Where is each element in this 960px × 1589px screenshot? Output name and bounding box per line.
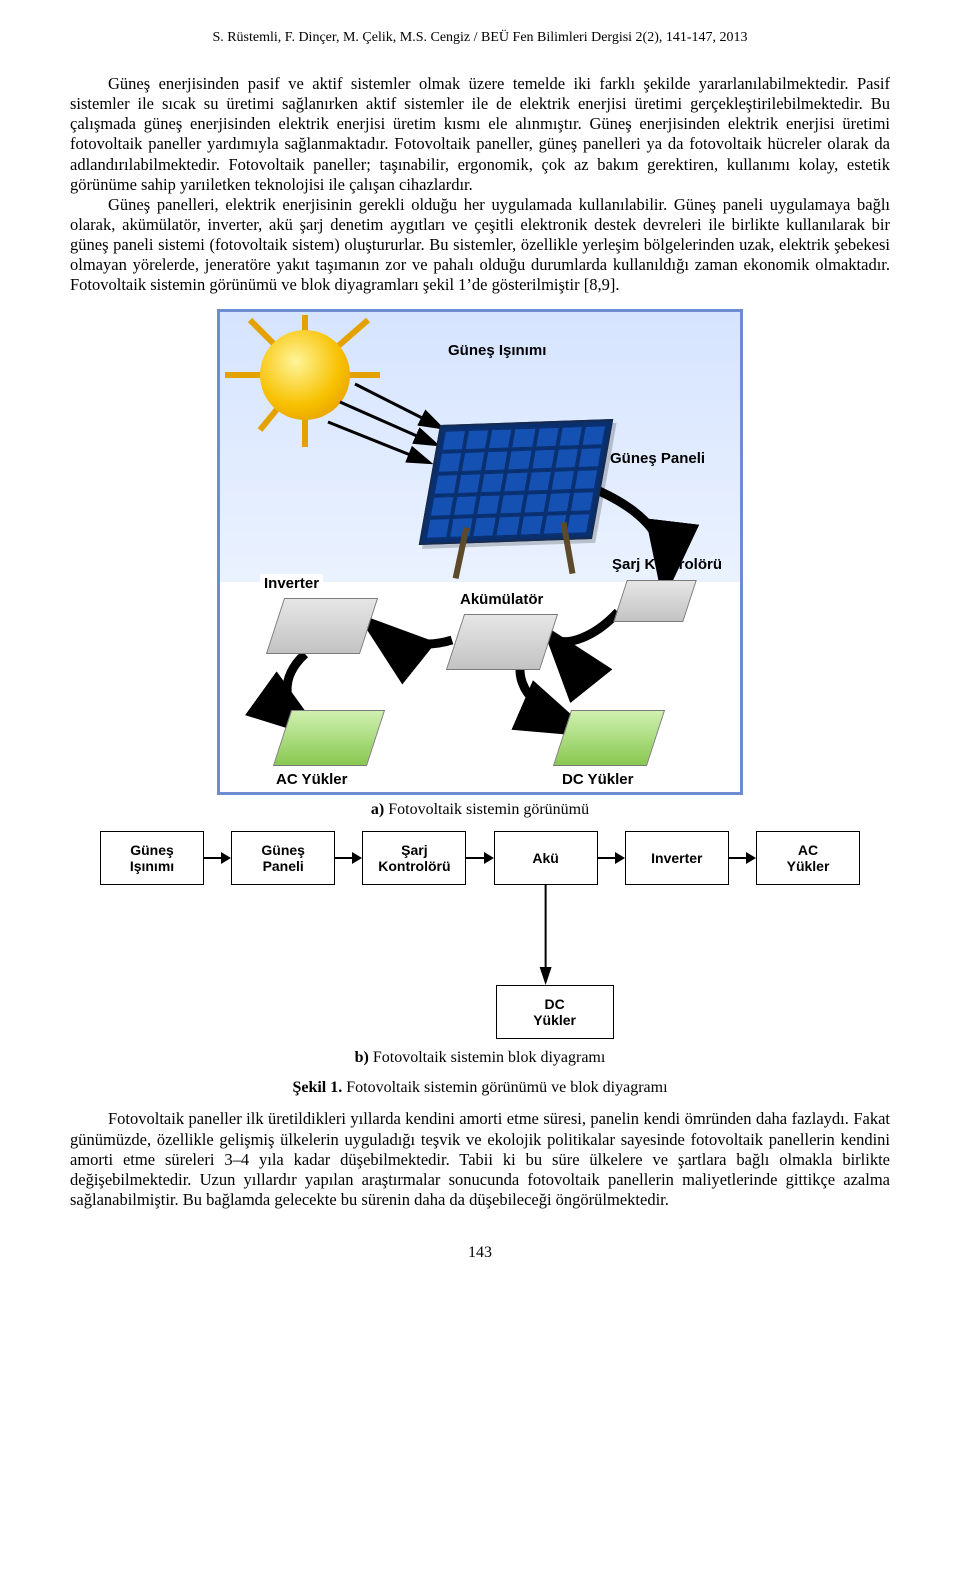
caption-a-prefix: a) <box>371 801 388 818</box>
figure-b-row: Güneş Işınımı Güneş Paneli Şarj Kontrolö… <box>100 831 860 885</box>
caption-b: b) Fotovoltaik sistemin blok diyagramı <box>70 1049 890 1067</box>
caption-fig1-prefix: Şekil 1. <box>292 1079 346 1096</box>
caption-b-prefix: b) <box>355 1049 373 1066</box>
label-gunes-isinimi: Güneş Işınımı <box>448 342 546 359</box>
node-dc: DC Yükler <box>496 985 614 1039</box>
label-inverter: Inverter <box>260 574 323 593</box>
edge <box>598 831 625 885</box>
sarj-box-icon <box>613 580 697 622</box>
node-aku: Akü <box>494 831 598 885</box>
edge <box>335 831 362 885</box>
dc-yukler-box-icon <box>553 710 665 766</box>
figure-a-container: Güneş Işınımı Güneş Paneli Inverter Aküm… <box>70 309 890 795</box>
caption-a-text: Fotovoltaik sistemin görünümü <box>388 801 589 818</box>
caption-a: a) Fotovoltaik sistemin görünümü <box>70 801 890 819</box>
running-header: S. Rüstemli, F. Dinçer, M. Çelik, M.S. C… <box>70 30 890 46</box>
caption-fig1-text: Fotovoltaik sistemin görünümü ve blok di… <box>346 1079 667 1096</box>
label-sarj: Şarj Kontrolörü <box>612 556 722 573</box>
figure-b-drop: DC Yükler <box>100 885 860 1043</box>
paragraph-2: Güneş panelleri, elektrik enerjisinin ge… <box>70 195 890 296</box>
node-ac: AC Yükler <box>756 831 860 885</box>
inverter-box-icon <box>266 598 378 654</box>
label-akumulator: Akümülatör <box>456 590 547 609</box>
label-dc-yukler: DC Yükler <box>558 770 637 789</box>
node-gunes-paneli: Güneş Paneli <box>231 831 335 885</box>
figure-b-drop-svg <box>100 885 860 1043</box>
solar-panel-icon <box>419 419 613 545</box>
paragraph-3: Fotovoltaik paneller ilk üretildikleri y… <box>70 1109 890 1210</box>
edge <box>466 831 493 885</box>
figure-b-diagram: Güneş Işınımı Güneş Paneli Şarj Kontrolö… <box>100 831 860 1043</box>
figure-b-container: Güneş Işınımı Güneş Paneli Şarj Kontrolö… <box>70 831 890 1043</box>
label-gunes-paneli: Güneş Paneli <box>610 450 705 467</box>
caption-fig1: Şekil 1. Fotovoltaik sistemin görünümü v… <box>70 1079 890 1097</box>
label-ac-yukler: AC Yükler <box>272 770 351 789</box>
page-number: 143 <box>70 1244 890 1262</box>
caption-b-text: Fotovoltaik sistemin blok diyagramı <box>373 1049 605 1066</box>
akumulator-box-icon <box>446 614 558 670</box>
paragraph-1: Güneş enerjisinden pasif ve aktif sistem… <box>70 74 890 195</box>
node-sarj: Şarj Kontrolörü <box>362 831 466 885</box>
figure-a-diagram: Güneş Işınımı Güneş Paneli Inverter Aküm… <box>217 309 743 795</box>
node-gunes-isinimi: Güneş Işınımı <box>100 831 204 885</box>
node-inverter: Inverter <box>625 831 729 885</box>
ac-yukler-box-icon <box>273 710 385 766</box>
edge <box>204 831 231 885</box>
edge <box>729 831 756 885</box>
